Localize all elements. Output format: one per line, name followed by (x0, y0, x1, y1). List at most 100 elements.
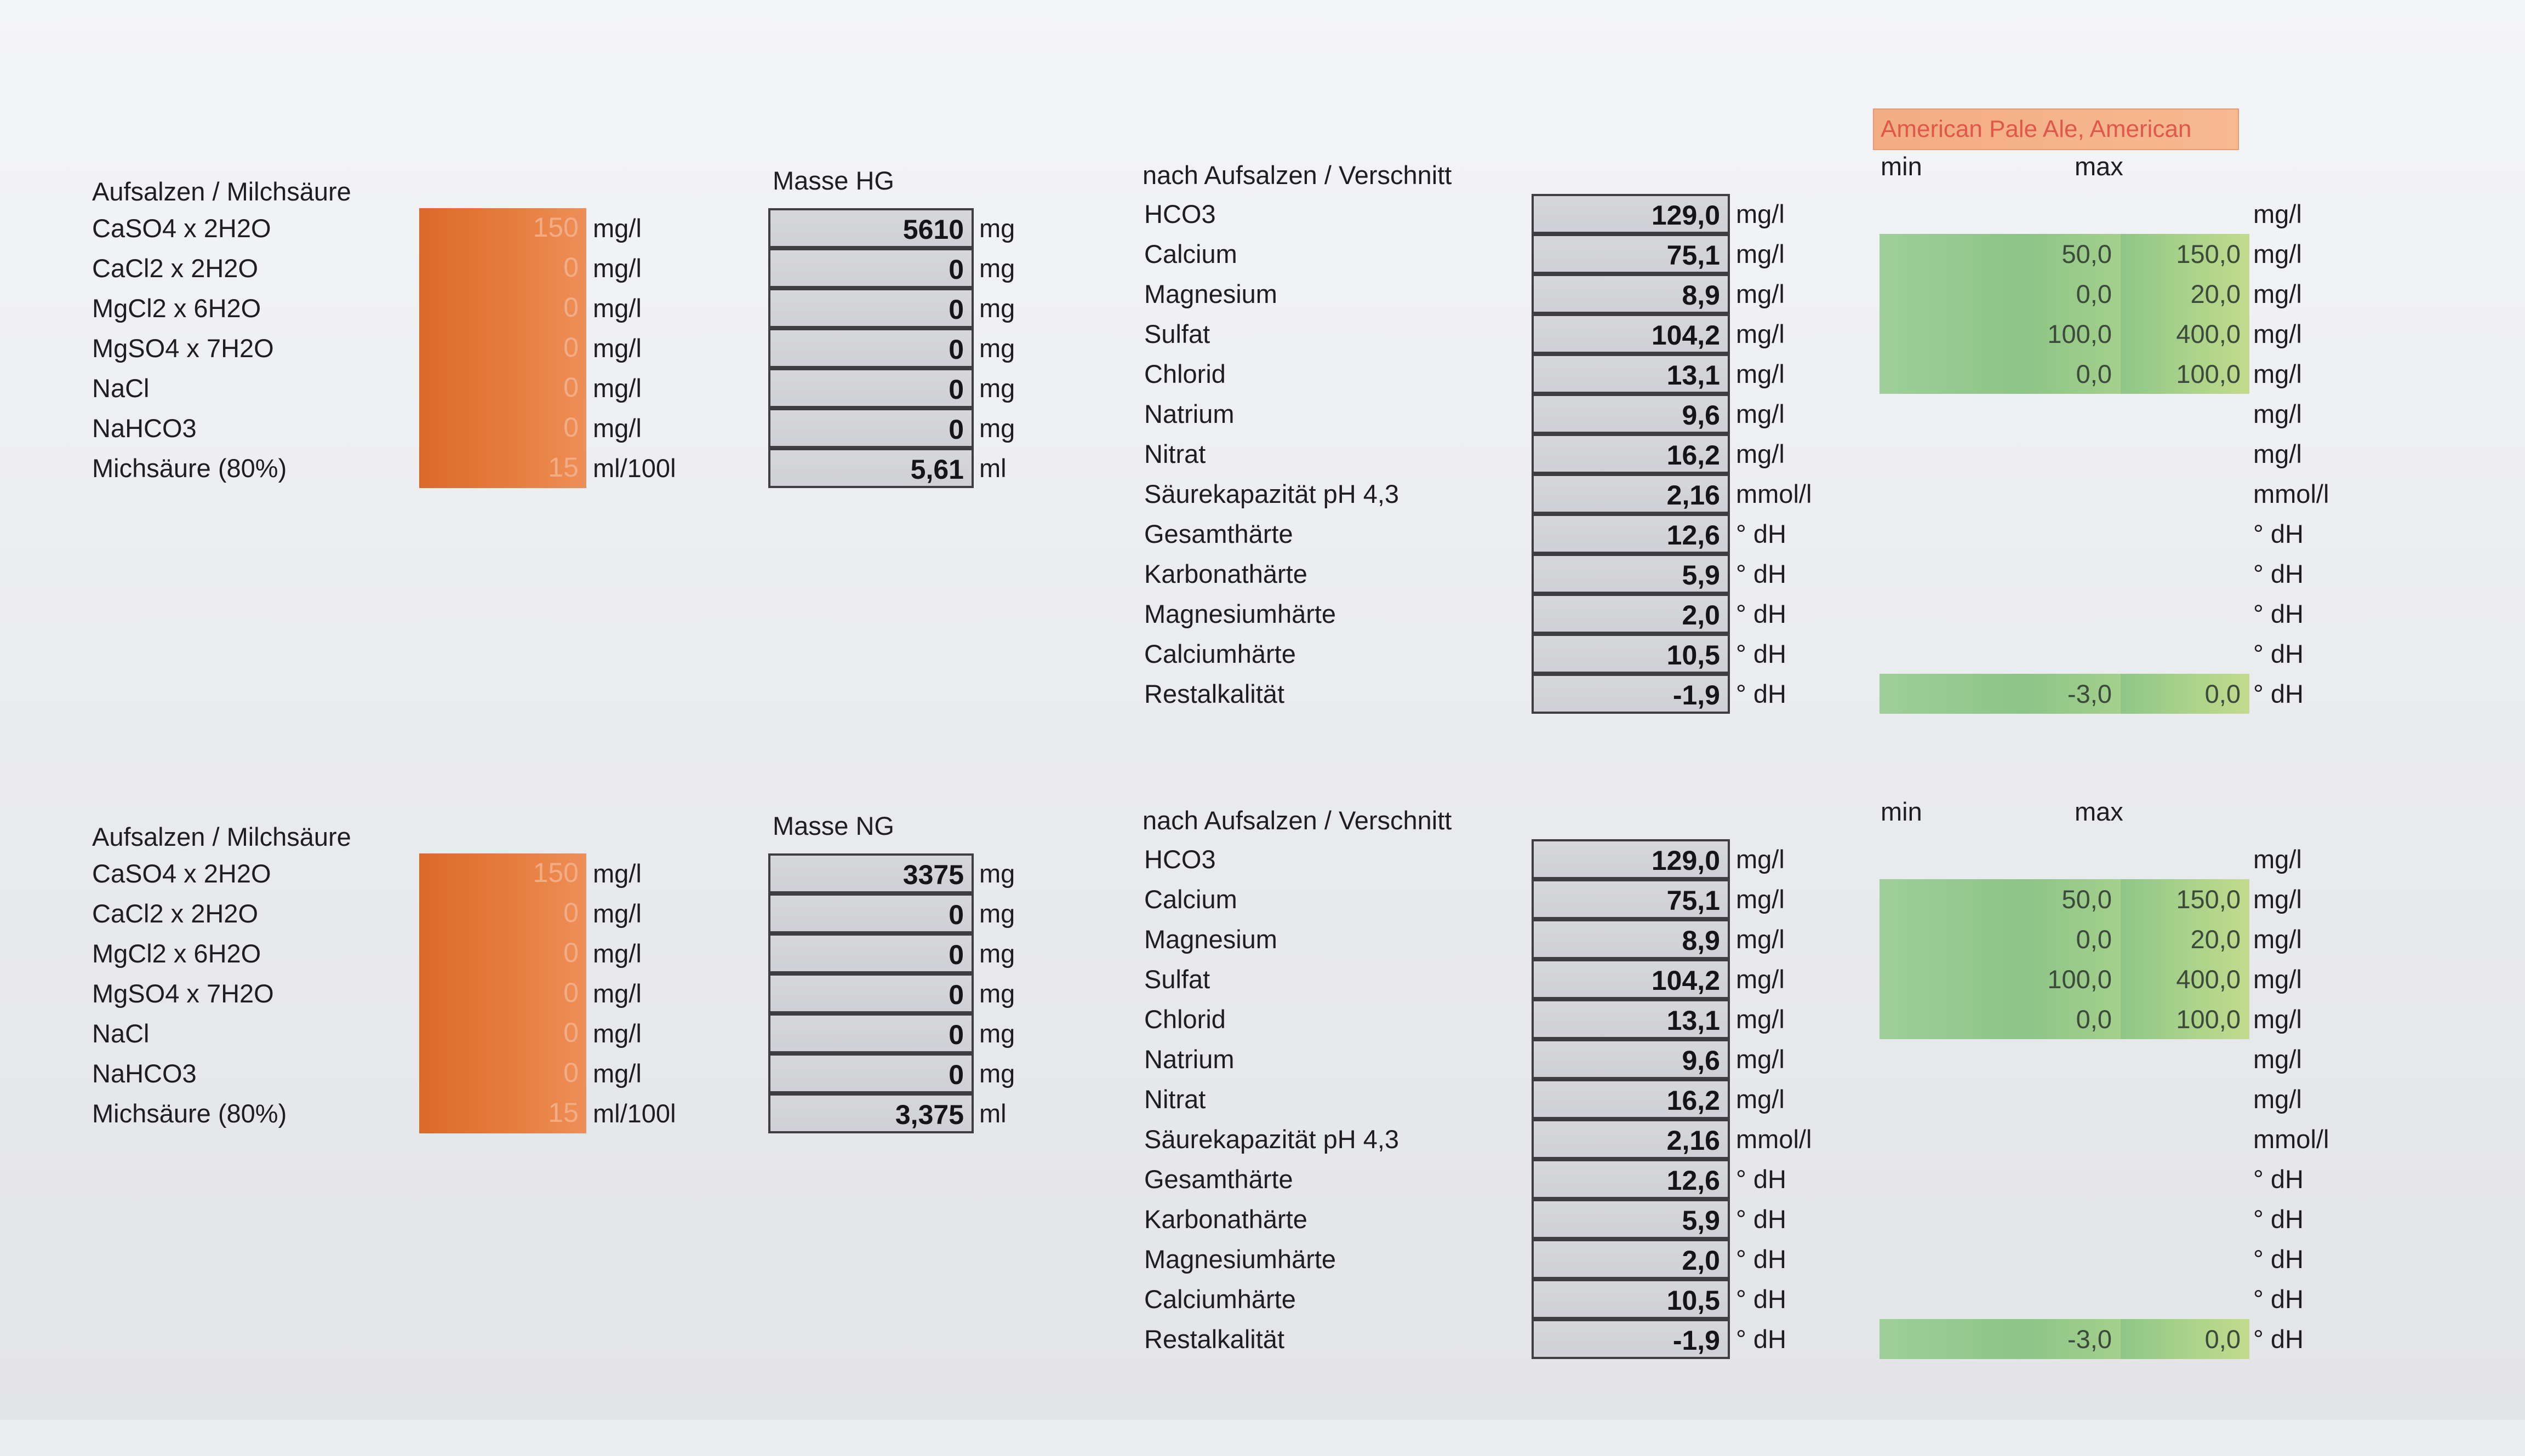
salt-name: NaHCO3 (92, 1059, 197, 1088)
result-unit: ° dH (1736, 639, 1786, 668)
salt-mass-unit: ml (979, 1099, 1007, 1128)
salt-amount-input[interactable]: 0 (419, 288, 586, 328)
result-unit: mmol/l (1736, 479, 1812, 508)
range-unit: ° dH (2253, 1205, 2304, 1234)
min-header: min (1881, 797, 1922, 826)
range-min-value: 100,0 (1880, 959, 2121, 999)
result-value: -1,9 (1532, 1319, 1730, 1359)
result-name: Calciumhärte (1144, 1285, 1296, 1314)
result-value: 10,5 (1532, 634, 1730, 674)
salt-name: CaSO4 x 2H2O (92, 859, 271, 888)
spreadsheet-sheet: American Pale Ale, American Aufsalzen / … (0, 0, 2525, 1420)
range-unit: ° dH (2253, 639, 2304, 668)
range-max-value: 150,0 (2121, 234, 2249, 274)
salt-amount-input[interactable]: 0 (419, 408, 586, 448)
range-unit: ° dH (2253, 1285, 2304, 1314)
range-unit: mmol/l (2253, 1125, 2329, 1154)
salt-mass-unit: mg (979, 334, 1015, 363)
salt-mass-value: 0 (768, 973, 974, 1013)
salt-unit: mg/l (593, 1059, 642, 1088)
result-unit: mg/l (1736, 199, 1785, 228)
result-unit: ° dH (1736, 679, 1786, 708)
salt-amount-input[interactable]: 0 (419, 893, 586, 933)
result-name: Karbonathärte (1144, 1205, 1307, 1234)
beer-style-label[interactable]: American Pale Ale, American (1873, 108, 2239, 150)
salt-mass-unit: mg (979, 294, 1015, 323)
result-unit: ° dH (1736, 559, 1786, 588)
result-name: Magnesium (1144, 279, 1277, 308)
salt-amount-input[interactable]: 0 (419, 1053, 586, 1093)
result-name: Nitrat (1144, 439, 1206, 468)
result-unit: ° dH (1736, 519, 1786, 548)
result-value: 9,6 (1532, 1039, 1730, 1079)
result-name: Karbonathärte (1144, 559, 1307, 588)
range-unit: mg/l (2253, 925, 2302, 954)
salt-mass-unit: mg (979, 254, 1015, 283)
result-name: Nitrat (1144, 1085, 1206, 1114)
result-value: 104,2 (1532, 314, 1730, 354)
result-unit: mg/l (1736, 845, 1785, 874)
salt-amount-input[interactable]: 0 (419, 248, 586, 288)
result-unit: mg/l (1736, 885, 1785, 914)
salt-name: CaCl2 x 2H2O (92, 254, 258, 283)
salt-amount-input[interactable]: 0 (419, 368, 586, 408)
salt-mass-value: 0 (768, 328, 974, 368)
salt-amount-input[interactable]: 150 (419, 208, 586, 248)
result-value: 16,2 (1532, 434, 1730, 474)
result-name: Natrium (1144, 1045, 1235, 1074)
result-value: 75,1 (1532, 234, 1730, 274)
salt-mass-unit: mg (979, 939, 1015, 968)
salt-mass-value: 0 (768, 933, 974, 973)
sparge-block: Aufsalzen / Milchsäure Masse NG nach Aufsa… (0, 797, 2525, 1456)
result-section-header: nach Aufsalzen / Verschnitt (1142, 160, 1452, 190)
result-unit: mg/l (1736, 925, 1785, 954)
salt-amount-input[interactable]: 15 (419, 1093, 586, 1133)
salt-name: CaCl2 x 2H2O (92, 899, 258, 928)
result-unit: mg/l (1736, 1045, 1785, 1074)
range-max-value: 400,0 (2121, 959, 2249, 999)
range-unit: mg/l (2253, 239, 2302, 268)
result-section-header: nach Aufsalzen / Verschnitt (1142, 806, 1452, 835)
salt-unit: mg/l (593, 334, 642, 363)
salt-amount-input[interactable]: 0 (419, 973, 586, 1013)
salt-amount-input[interactable]: 0 (419, 933, 586, 973)
result-unit: mg/l (1736, 1085, 1785, 1114)
salt-amount-input[interactable]: 0 (419, 1013, 586, 1053)
range-unit: mg/l (2253, 399, 2302, 428)
salt-amount-input[interactable]: 15 (419, 448, 586, 488)
salt-mass-value: 5610 (768, 208, 974, 248)
salt-mass-unit: ml (979, 454, 1007, 483)
salt-mass-value: 5,61 (768, 448, 974, 488)
salt-mass-unit: mg (979, 979, 1015, 1008)
result-value: 8,9 (1532, 274, 1730, 314)
range-min-value: 0,0 (1880, 354, 2121, 394)
result-name: Restalkalität (1144, 679, 1284, 708)
salt-mass-unit: mg (979, 374, 1015, 403)
salt-unit: mg/l (593, 1019, 642, 1048)
salt-name: NaCl (92, 374, 150, 403)
salt-mass-value: 0 (768, 288, 974, 328)
salt-amount-input[interactable]: 0 (419, 328, 586, 368)
result-unit: mg/l (1736, 239, 1785, 268)
range-unit: ° dH (2253, 679, 2304, 708)
result-value: 16,2 (1532, 1079, 1730, 1119)
salt-unit: mg/l (593, 374, 642, 403)
result-value: 13,1 (1532, 354, 1730, 394)
result-name: Sulfat (1144, 319, 1210, 348)
result-unit: ° dH (1736, 1165, 1786, 1194)
salt-amount-input[interactable]: 150 (419, 853, 586, 893)
max-header: max (2075, 152, 2123, 181)
salt-mass-value: 3,375 (768, 1093, 974, 1133)
range-unit: mg/l (2253, 885, 2302, 914)
result-value: 5,9 (1532, 1199, 1730, 1239)
range-max-value: 0,0 (2121, 1319, 2249, 1359)
range-unit: mg/l (2253, 1005, 2302, 1034)
result-value: 12,6 (1532, 1159, 1730, 1199)
salt-unit: mg/l (593, 859, 642, 888)
result-value: 2,16 (1532, 1119, 1730, 1159)
range-unit: mg/l (2253, 359, 2302, 388)
range-unit: mg/l (2253, 1045, 2302, 1074)
range-unit: ° dH (2253, 1245, 2304, 1274)
result-value: 10,5 (1532, 1279, 1730, 1319)
salt-unit: mg/l (593, 294, 642, 323)
